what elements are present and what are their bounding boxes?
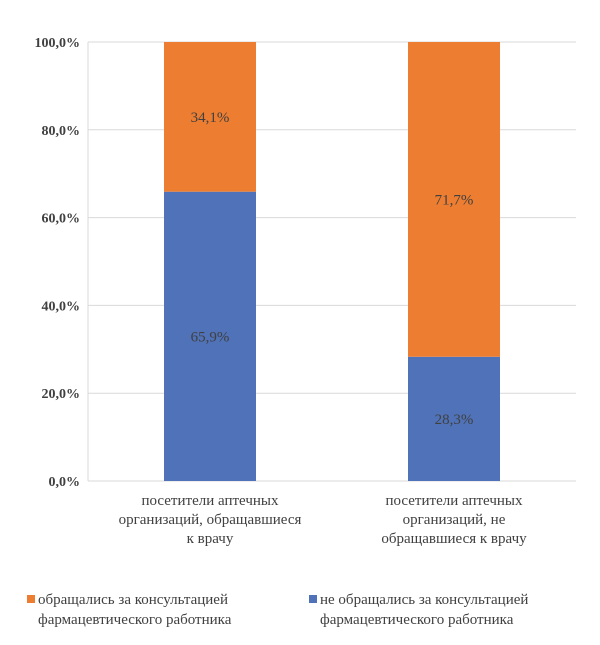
- bar-segment: [164, 191, 256, 481]
- x-category-label: посетители аптечных организаций, не обраща…: [381, 493, 527, 547]
- y-tick-label: 100,0%: [35, 36, 81, 51]
- y-tick-label: 0,0%: [49, 475, 81, 490]
- data-label: 65,9%: [191, 329, 230, 345]
- bar-segment: [164, 42, 256, 192]
- y-tick-label: 60,0%: [42, 212, 81, 227]
- data-label: 34,1%: [191, 110, 230, 126]
- legend: обращались за консультацией фармацевтиче…: [0, 590, 600, 640]
- legend-item-consulted: обращались за консультацией фармацевтиче…: [27, 590, 231, 630]
- stacked-bar-chart: 0,0% 20,0% 40,0% 60,0% 80,0% 100,0% 65,9% 34,1%…: [35, 36, 576, 547]
- legend-swatch-consulted: [27, 595, 35, 603]
- bar-segment: [408, 42, 500, 357]
- legend-swatch-not-consulted: [309, 595, 317, 603]
- y-tick-label: 20,0%: [42, 387, 81, 402]
- legend-label-not-consulted: не обращались за консультацией фармацевт…: [320, 592, 529, 628]
- y-tick-label: 40,0%: [42, 299, 81, 314]
- legend-item-not-consulted: не обращались за консультацией фармацевт…: [309, 590, 528, 630]
- bar-segment: [408, 356, 500, 481]
- y-tick-label: 80,0%: [42, 124, 81, 139]
- legend-label-consulted: обращались за консультацией фармацевтиче…: [38, 592, 232, 628]
- data-label: 71,7%: [435, 192, 474, 208]
- x-category-label: посетители аптечных организаций, обращавш…: [119, 493, 302, 547]
- data-label: 28,3%: [435, 412, 474, 428]
